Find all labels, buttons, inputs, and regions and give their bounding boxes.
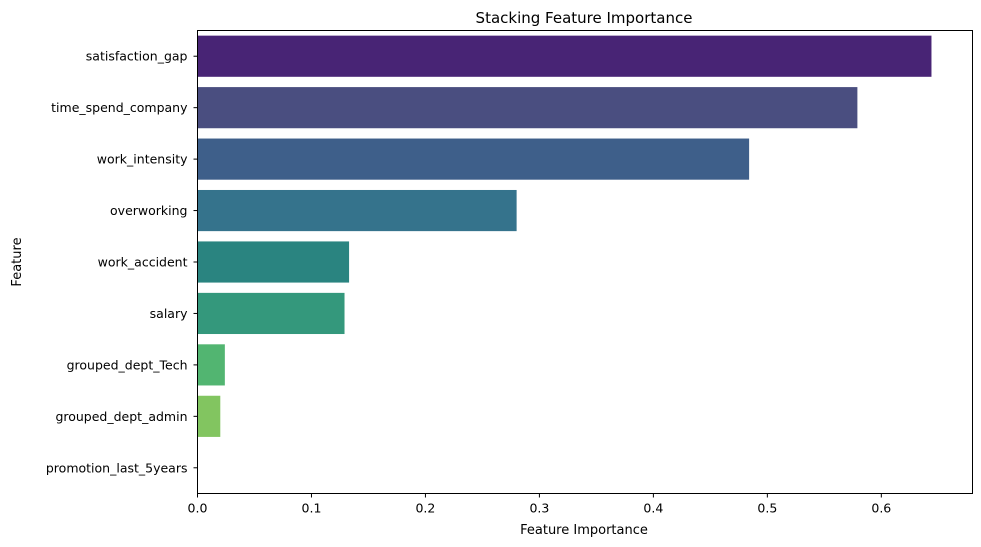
bar-satisfaction_gap — [197, 35, 932, 77]
y-tick-label: salary — [150, 306, 188, 321]
bar-grouped_dept_admin — [197, 395, 221, 437]
plot-frame — [197, 30, 973, 494]
y-tick-label: work_intensity — [97, 152, 188, 167]
chart-title: Stacking Feature Importance — [476, 9, 693, 27]
y-tick-label: grouped_dept_admin — [55, 409, 187, 424]
x-tick-label: 0.6 — [871, 501, 891, 516]
y-axis-label: Feature — [10, 237, 25, 286]
y-tick-label: promotion_last_5years — [46, 460, 188, 475]
bar-work_intensity — [197, 138, 750, 180]
bars-group — [197, 35, 932, 437]
x-tick-label: 0.5 — [757, 501, 777, 516]
x-tick-labels: 0.0 0.1 0.2 0.3 0.4 0.5 0.6 — [188, 493, 891, 516]
bar-work_accident — [197, 241, 350, 283]
y-tick-label: satisfaction_gap — [86, 49, 188, 64]
y-tick-labels: satisfaction_gap time_spend_company work_i… — [46, 49, 198, 475]
y-tick-label: grouped_dept_Tech — [67, 357, 188, 372]
x-tick-label: 0.3 — [529, 501, 549, 516]
bar-time_spend_company — [197, 87, 858, 129]
x-tick-label: 0.4 — [643, 501, 663, 516]
x-axis-label: Feature Importance — [520, 523, 648, 538]
x-tick-label: 0.1 — [302, 501, 322, 516]
bar-salary — [197, 292, 345, 335]
y-tick-label: time_spend_company — [51, 100, 188, 115]
bar-grouped_dept_Tech — [197, 344, 225, 386]
y-tick-label: work_accident — [98, 255, 188, 270]
x-tick-label: 0.2 — [415, 501, 435, 516]
y-tick-label: overworking — [110, 203, 187, 218]
x-tick-label: 0.0 — [188, 501, 208, 516]
bar-overworking — [197, 189, 517, 232]
